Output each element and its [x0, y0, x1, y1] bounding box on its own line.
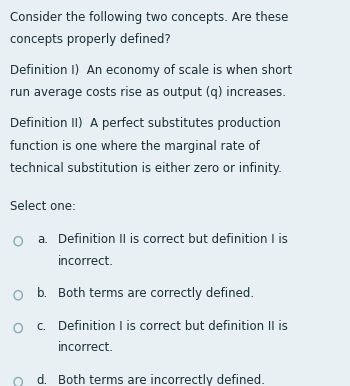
Text: Both terms are incorrectly defined.: Both terms are incorrectly defined.: [58, 374, 265, 386]
Text: function is one where the marginal rate of: function is one where the marginal rate …: [10, 140, 260, 153]
Text: Consider the following two concepts. Are these: Consider the following two concepts. Are…: [10, 11, 289, 24]
Text: incorrect.: incorrect.: [58, 255, 114, 267]
Text: Both terms are correctly defined.: Both terms are correctly defined.: [58, 288, 254, 300]
Text: a.: a.: [37, 234, 48, 246]
Text: incorrect.: incorrect.: [58, 342, 114, 354]
Text: Definition I is correct but definition II is: Definition I is correct but definition I…: [58, 320, 288, 333]
Text: Definition I)  An economy of scale is when short: Definition I) An economy of scale is whe…: [10, 64, 293, 77]
Text: Select one:: Select one:: [10, 200, 77, 213]
Text: d.: d.: [37, 374, 48, 386]
Text: b.: b.: [37, 288, 48, 300]
Text: Definition II)  A perfect substitutes production: Definition II) A perfect substitutes pro…: [10, 117, 281, 130]
Text: technical substitution is either zero or infinity.: technical substitution is either zero or…: [10, 162, 282, 175]
Text: run average costs rise as output (q) increases.: run average costs rise as output (q) inc…: [10, 86, 287, 100]
Text: concepts properly defined?: concepts properly defined?: [10, 33, 171, 46]
Text: Definition II is correct but definition I is: Definition II is correct but definition …: [58, 234, 288, 246]
Text: c.: c.: [37, 320, 47, 333]
